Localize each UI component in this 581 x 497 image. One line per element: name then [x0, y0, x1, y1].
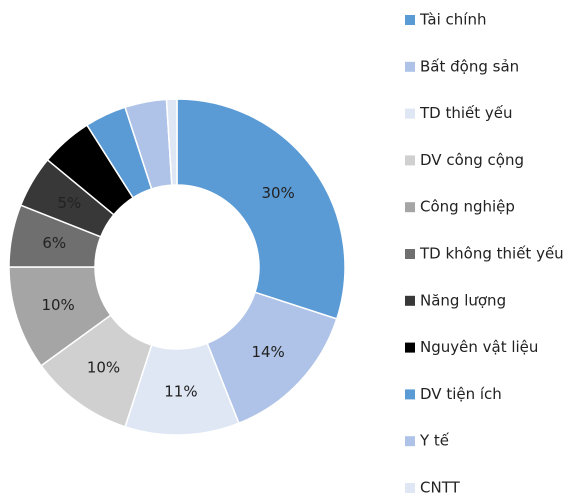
data-label: 5%: [58, 194, 82, 212]
legend-label: TD thiết yếu: [419, 104, 513, 122]
legend-swatch: [405, 389, 415, 400]
legend-label: CNTT: [420, 479, 461, 497]
legend-swatch: [405, 249, 415, 259]
legend-label: DV tiện ích: [420, 385, 502, 403]
legend-swatch: [405, 61, 415, 72]
legend-swatch: [405, 342, 415, 353]
legend-swatch: [405, 202, 415, 213]
legend-swatch: [405, 436, 415, 447]
legend-swatch: [405, 108, 415, 119]
legend-label: Tài chính: [419, 11, 486, 29]
legend-swatch: [405, 295, 415, 306]
data-label: 30%: [261, 184, 294, 202]
legend-swatch: [405, 15, 415, 25]
legend-label: Nguyên vật liệu: [420, 338, 538, 356]
donut-slice: [165, 98, 178, 186]
data-label: 10%: [41, 296, 74, 314]
legend-label: Bất động sản: [420, 57, 519, 75]
legend-label: Y tế: [419, 432, 450, 450]
data-label: 6%: [42, 234, 66, 252]
donut-slice: [176, 98, 346, 320]
legend-label: DV công cộng: [420, 151, 524, 169]
legend-label: TD không thiết yếu: [419, 245, 564, 263]
data-label: 14%: [251, 343, 284, 361]
legend-swatch: [405, 155, 415, 166]
data-label: 10%: [87, 359, 120, 377]
legend-swatch: [405, 483, 415, 493]
legend-label: Công nghiệp: [420, 198, 515, 216]
data-label: 11%: [164, 382, 197, 400]
legend-label: Năng lượng: [420, 291, 506, 309]
